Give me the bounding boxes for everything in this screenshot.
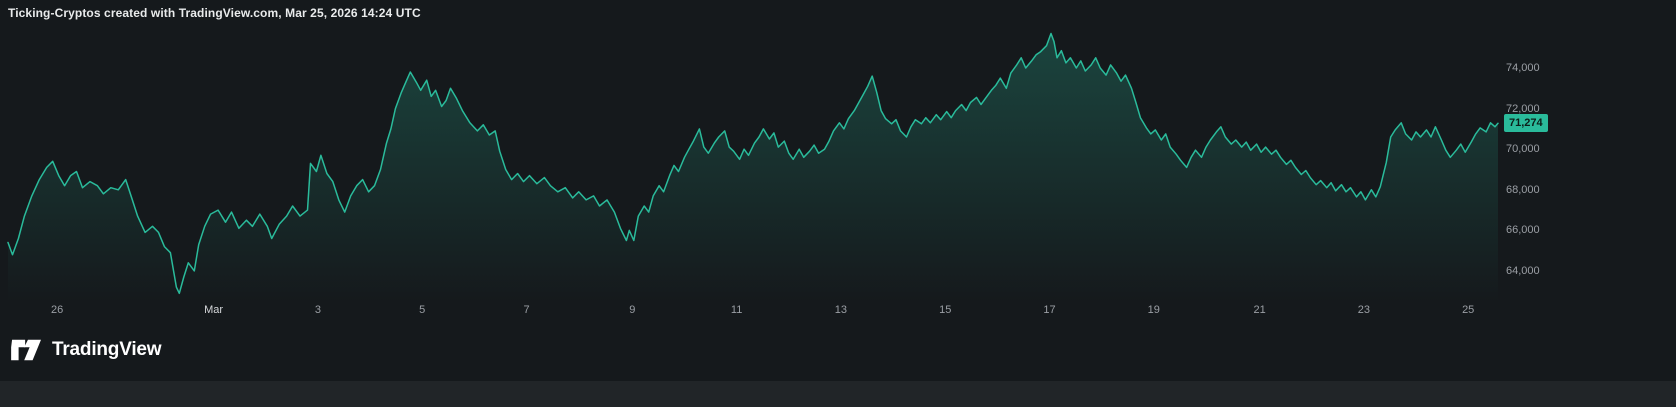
- tradingview-logo-icon: [11, 339, 41, 361]
- y-axis-label: 66,000: [1506, 224, 1540, 237]
- y-axis-label: 64,000: [1506, 264, 1540, 277]
- x-axis-label: 7: [523, 304, 530, 316]
- x-axis-label: 5: [419, 304, 426, 316]
- x-axis-label: 26: [51, 304, 64, 316]
- x-axis-label: 11: [730, 304, 743, 316]
- y-axis-label: 70,000: [1506, 143, 1540, 156]
- last-price-badge: 71,274: [1504, 114, 1548, 133]
- x-axis-label: 17: [1043, 304, 1056, 316]
- x-axis-label: 15: [939, 304, 952, 316]
- x-axis-label: 25: [1462, 304, 1475, 316]
- x-axis-label: 21: [1253, 304, 1266, 316]
- x-axis-label: 23: [1357, 304, 1371, 316]
- y-axis-label: 74,000: [1506, 61, 1540, 74]
- y-axis-label: 72,000: [1506, 102, 1540, 115]
- x-axis-label: 19: [1147, 304, 1160, 316]
- x-axis-label: 3: [314, 304, 321, 316]
- x-axis-label: 9: [629, 304, 636, 316]
- chart-title: Ticking-Cryptos created with TradingView…: [8, 6, 421, 20]
- bottom-bar: [0, 381, 1676, 407]
- price-area-fill: [8, 33, 1498, 302]
- price-line: [7, 32, 1499, 295]
- footer: TradingView: [10, 336, 162, 364]
- y-axis-label: 68,000: [1506, 183, 1540, 196]
- x-axis-label: Mar: [204, 304, 224, 316]
- x-axis-label: 13: [834, 304, 848, 316]
- tradingview-brand-text: TradingView: [52, 339, 162, 360]
